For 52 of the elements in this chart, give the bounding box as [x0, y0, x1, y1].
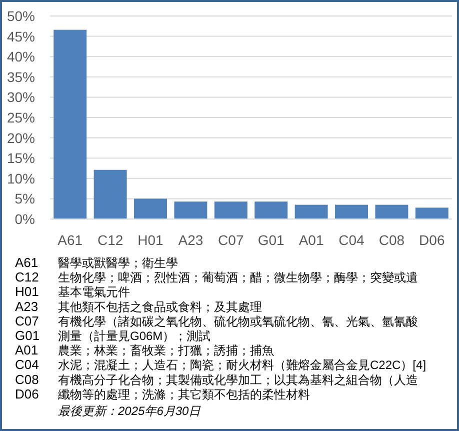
text: 生物化學；啤酒；烈性酒；葡萄酒；醋；微生物學；酶學；突變或遺 — [58, 270, 418, 285]
bar — [335, 204, 368, 219]
bar — [94, 170, 127, 219]
bar — [214, 202, 248, 219]
text: 農業；林業；畜牧業；打獵；誘捕；捕魚 — [58, 344, 274, 358]
text: 有機化學（諸如碳之氧化物、硫化物或氧硫化物、氰、光氣、氫氰酸 — [58, 314, 418, 328]
x-tick-label: C08 — [378, 232, 405, 248]
y-tick-label: 5% — [14, 190, 35, 207]
y-tick-label: 0% — [14, 211, 35, 227]
y-tick-label: 25% — [6, 110, 35, 126]
text: A61 — [15, 255, 38, 270]
y-tick-label: 10% — [6, 170, 35, 186]
text: 纖物等的處理；洗滌；其它類不包括的柔性材料 — [57, 387, 310, 402]
y-tick-label: 30% — [6, 89, 35, 106]
x-tick-label: G01 — [258, 232, 285, 248]
x-tick-label: C07 — [218, 232, 244, 248]
text: 有機高分子化合物；其製備或化學加工；以其為基料之組合物（人造 — [58, 372, 418, 387]
bar — [134, 198, 167, 219]
y-tick-label: 45% — [6, 28, 35, 44]
y-tick-label: 15% — [6, 150, 35, 166]
text: 醫學或獸醫學；衛生學 — [58, 256, 178, 270]
y-tick-label: 40% — [6, 48, 35, 65]
text: 其他類不包括之食品或食料；及其處理 — [58, 300, 262, 314]
text: A01 — [15, 342, 38, 358]
x-tick-label: D06 — [419, 232, 445, 248]
text: 基本電氣元件 — [58, 285, 130, 300]
bar — [294, 204, 328, 219]
x-tick-label: C12 — [97, 232, 124, 248]
y-tick-label: 50% — [6, 8, 35, 24]
text: C04 — [15, 357, 39, 372]
text: A23 — [15, 298, 38, 314]
x-tick-label: A23 — [178, 232, 204, 248]
text: 最後更新：2025年6月30日 — [58, 404, 202, 418]
text: C12 — [15, 270, 39, 285]
bar — [254, 202, 288, 219]
text: G01 — [15, 328, 40, 343]
text: H01 — [15, 284, 39, 300]
text: C08 — [15, 372, 39, 387]
y-tick-label: 20% — [6, 130, 35, 146]
bar — [174, 202, 208, 219]
bar — [415, 208, 448, 219]
text: D06 — [15, 386, 39, 402]
x-tick-label: A61 — [58, 232, 83, 248]
y-tick-label: 35% — [6, 68, 35, 85]
bar — [375, 204, 408, 219]
x-tick-label: H01 — [138, 232, 164, 248]
x-tick-label: A01 — [298, 232, 324, 248]
bar — [54, 30, 87, 219]
text: 水泥；混凝土；人造石；陶瓷；耐火材料（難熔金屬合金見C22C）[4] — [58, 358, 426, 372]
text: 測量（計量見G06M）；測試 — [58, 329, 211, 343]
x-tick-label: C04 — [338, 232, 365, 248]
text: C07 — [15, 313, 39, 328]
